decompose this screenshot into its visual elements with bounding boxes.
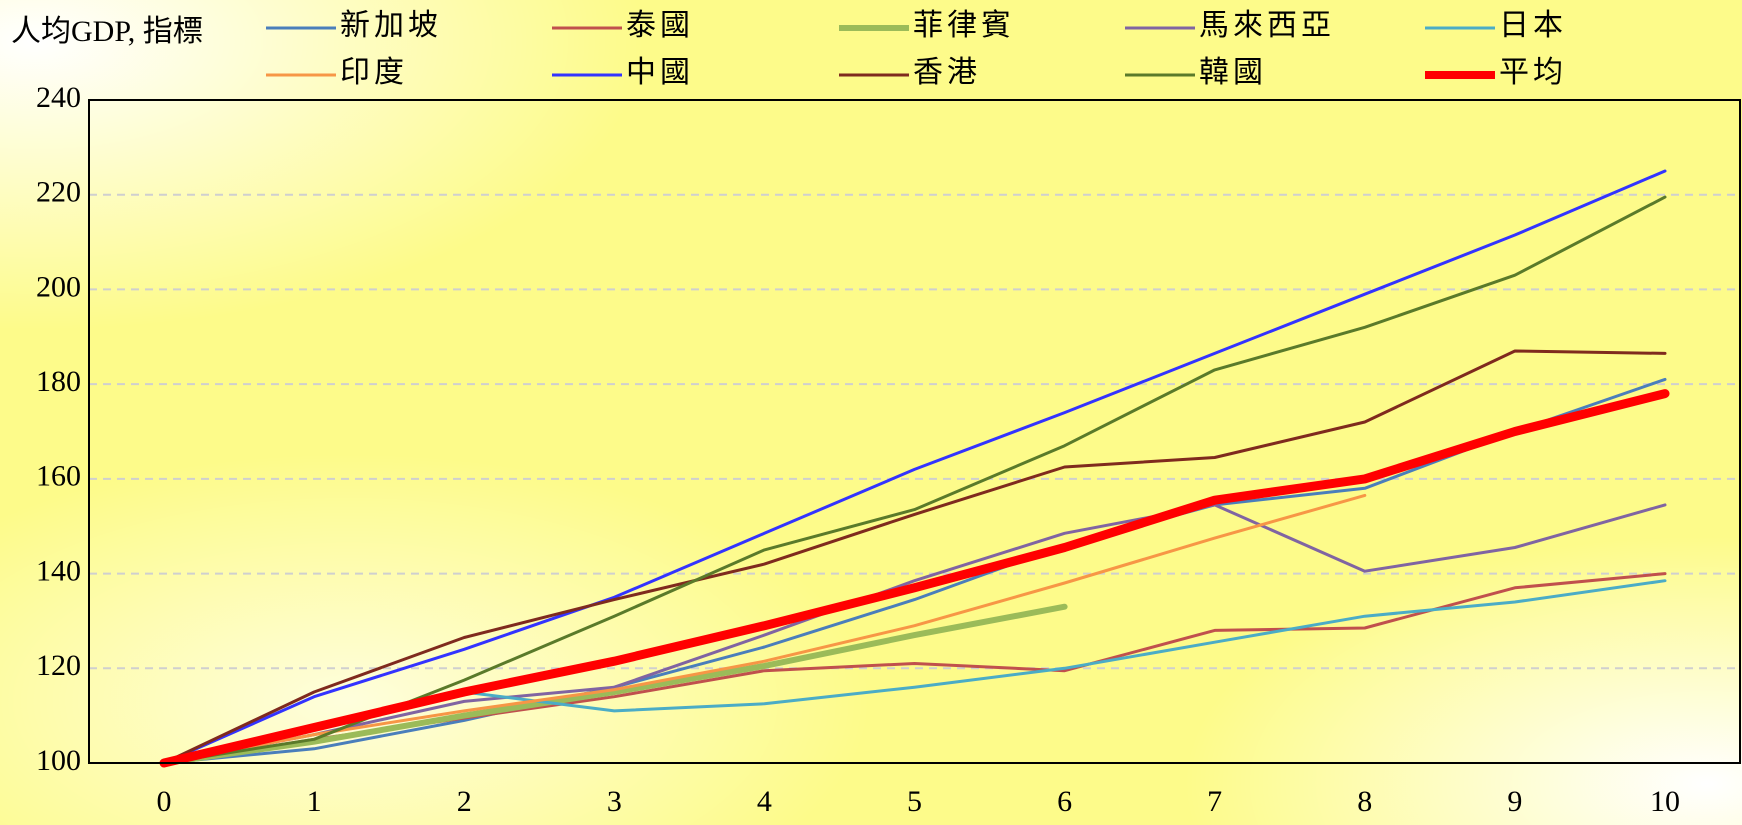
legend-label: 韓國 bbox=[1199, 56, 1267, 89]
series-line bbox=[162, 493, 1367, 765]
labels: 100 120 140 160 180 200 220 240 0 1 2 3 4 5 6 7 8 9 10 新加坡 泰… bbox=[36, 9, 1680, 818]
legend-label: 馬來西亞 bbox=[1199, 9, 1335, 42]
series-line bbox=[162, 349, 1667, 765]
x-tick-label: 7 bbox=[1207, 785, 1222, 818]
series-line bbox=[162, 377, 1667, 765]
lines bbox=[159, 169, 1670, 768]
x-tick-label: 6 bbox=[1057, 785, 1072, 818]
legend-label: 印度 bbox=[340, 56, 408, 89]
plot-frame bbox=[88, 99, 1741, 764]
x-tick-label: 3 bbox=[607, 785, 622, 818]
series-line bbox=[161, 603, 1068, 766]
legend-label: 香港 bbox=[913, 56, 981, 89]
legend-label: 中國 bbox=[626, 56, 694, 89]
legend-label: 平均 bbox=[1499, 56, 1567, 89]
x-tick-label: 9 bbox=[1507, 785, 1522, 818]
y-tick-label: 180 bbox=[36, 365, 81, 398]
series-line bbox=[162, 503, 1667, 765]
y-tick-label: 240 bbox=[36, 81, 81, 114]
x-tick-label: 0 bbox=[157, 785, 172, 818]
legend-label: 泰國 bbox=[626, 9, 694, 42]
y-tick-label: 200 bbox=[36, 270, 81, 303]
x-tick-label: 8 bbox=[1357, 785, 1372, 818]
y-tick-label: 100 bbox=[36, 744, 81, 777]
y-tick-label: 120 bbox=[36, 649, 81, 682]
legend-label: 日本 bbox=[1499, 9, 1567, 42]
y-axis-label: 人均GDP, 指標 bbox=[11, 15, 203, 48]
y-tick-label: 140 bbox=[36, 554, 81, 587]
x-tick-label: 10 bbox=[1650, 785, 1680, 818]
series-line bbox=[162, 169, 1667, 765]
y-tick-label: 220 bbox=[36, 176, 81, 209]
legend-label: 菲律賓 bbox=[913, 9, 1015, 42]
series-line bbox=[159, 389, 1670, 768]
x-tick-label: 1 bbox=[307, 785, 322, 818]
x-tick-label: 5 bbox=[907, 785, 922, 818]
x-tick-label: 4 bbox=[757, 785, 772, 818]
legend-label: 新加坡 bbox=[340, 9, 442, 42]
y-tick-label: 160 bbox=[36, 460, 81, 493]
x-tick-label: 2 bbox=[457, 785, 472, 818]
